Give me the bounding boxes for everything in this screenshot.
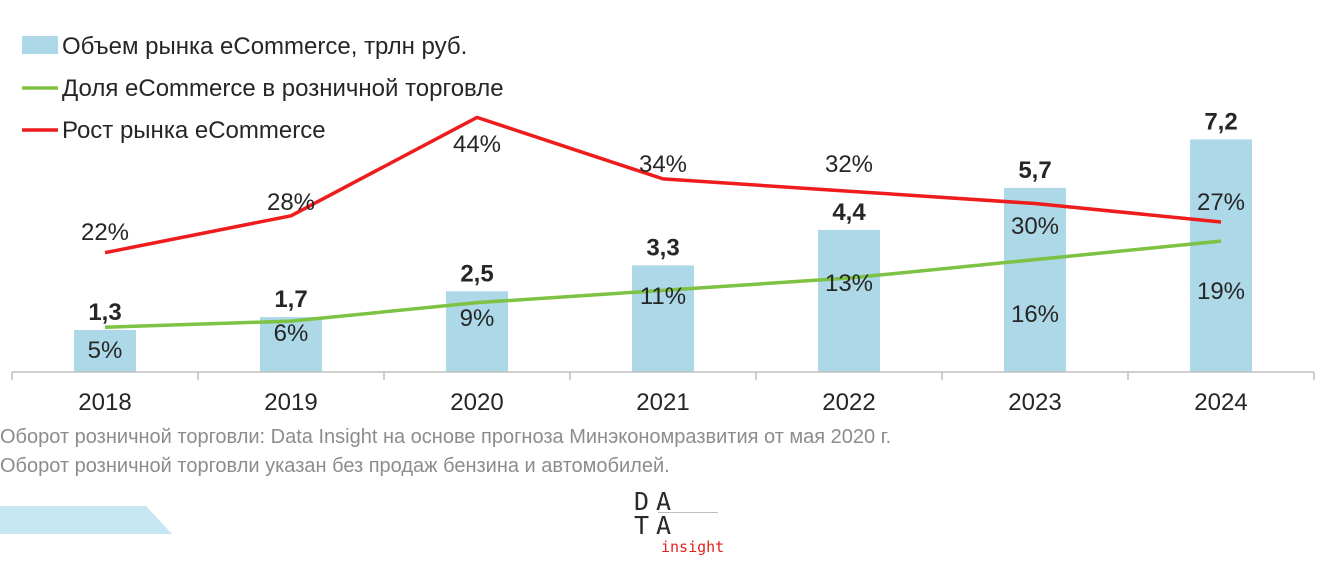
logo-text-insight: insight (661, 538, 725, 556)
growth-label-2024: 27% (1197, 189, 1245, 216)
legend-item-volume: Объем рынка eCommerce, трлн руб. (62, 33, 467, 60)
growth-label-2020: 44% (453, 131, 501, 158)
data-insight-logo: DA TA insight (630, 487, 725, 561)
legend-bar-swatch (22, 36, 58, 54)
share-label-2023: 16% (1011, 301, 1059, 328)
growth-label-2018: 22% (81, 219, 129, 246)
x-tick-label-2022: 2022 (822, 389, 875, 416)
share-label-2022: 13% (825, 270, 873, 297)
share-label-2024: 19% (1197, 278, 1245, 305)
bar-value-label-2024: 7,2 (1204, 108, 1237, 135)
logo-text-da: DA (634, 487, 679, 516)
line-series (104, 115, 1222, 329)
bar-2023 (1004, 187, 1066, 372)
share-label-2018: 5% (88, 337, 123, 364)
data-labels: 1,3 1,7 2,5 3,3 4,4 5,7 7,2 5% 6% 9% 11% 13% 16% 19% 2… (81, 108, 1245, 364)
bar-series (74, 139, 1252, 372)
footnote-exclusions: Оборот розничной торговли указан без про… (0, 455, 670, 477)
decorative-band (0, 506, 172, 534)
bar-value-label-2021: 3,3 (646, 234, 679, 261)
footnote-source: Оборот розничной торговли: Data Insight … (0, 426, 892, 448)
growth-label-2021: 34% (639, 151, 687, 178)
ecommerce-combo-chart: 2018 2019 2020 2021 2022 2023 2024 1,3 1,7 2,5 3,… (11, 33, 1315, 416)
x-tick-label-2018: 2018 (78, 389, 131, 416)
x-tick-label-2023: 2023 (1008, 389, 1061, 416)
bar-2019 (260, 317, 322, 372)
legend-item-growth: Рост рынка eCommerce (62, 117, 326, 144)
bar-value-label-2020: 2,5 (460, 260, 493, 287)
legend: Объем рынка eCommerce, трлн руб. Доля eCo… (22, 33, 504, 144)
growth-label-2019: 28% (267, 189, 315, 216)
share-label-2020: 9% (460, 305, 495, 332)
share-label-2019: 6% (274, 320, 309, 347)
bar-value-label-2022: 4,4 (832, 199, 866, 226)
bar-value-label-2023: 5,7 (1018, 157, 1051, 184)
bar-2018 (74, 330, 136, 372)
growth-label-2023: 30% (1011, 213, 1059, 240)
logo-text-ta: TA (634, 511, 679, 540)
bar-2022 (818, 229, 880, 372)
bar-2024 (1190, 139, 1252, 372)
legend-item-share: Доля eCommerce в розничной торговле (62, 75, 504, 102)
share-label-2021: 11% (640, 283, 686, 310)
bar-2021 (632, 265, 694, 372)
bar-value-label-2019: 1,7 (274, 286, 307, 313)
x-axis: 2018 2019 2020 2021 2022 2023 2024 (11, 371, 1315, 416)
x-tick-label-2024: 2024 (1194, 389, 1247, 416)
x-tick-label-2020: 2020 (450, 389, 503, 416)
x-tick-label-2019: 2019 (264, 389, 317, 416)
x-tick-label-2021: 2021 (636, 389, 689, 416)
growth-label-2022: 32% (825, 151, 873, 178)
bar-value-label-2018: 1,3 (88, 299, 121, 326)
logo-divider (658, 512, 718, 513)
